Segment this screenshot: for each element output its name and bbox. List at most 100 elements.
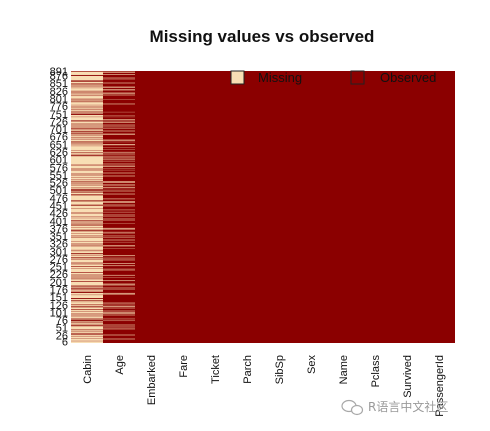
legend: Missing Observed	[230, 70, 436, 85]
missing-cell-run-age	[103, 121, 135, 123]
legend-label-missing: Missing	[258, 70, 302, 85]
y-tick-label: 851	[50, 78, 68, 90]
y-tick-label: 576	[50, 162, 68, 174]
missing-cell-run-cabin	[71, 243, 103, 245]
missing-cell-run-age	[103, 92, 135, 94]
missing-cell-run-age	[103, 228, 135, 230]
missing-cell-run-age	[103, 292, 135, 294]
missing-cell-run-cabin	[71, 114, 103, 117]
y-tick-label: 401	[50, 216, 68, 228]
missing-cell-run-cabin	[71, 111, 103, 112]
missing-cell-run-cabin	[71, 181, 103, 183]
missing-cell-run-cabin	[71, 306, 103, 308]
missing-cell-run-cabin	[71, 144, 103, 146]
y-tick-label: 101	[50, 307, 68, 319]
missing-cell-run-cabin	[71, 128, 103, 130]
missing-cell-run-age	[103, 134, 135, 135]
y-tick-label: 276	[50, 254, 68, 266]
missing-cell-run-cabin	[71, 106, 103, 108]
missing-cell-run-age	[103, 202, 135, 203]
missing-cell-run-age	[103, 312, 135, 313]
missing-cell-run-cabin	[71, 176, 103, 178]
missing-cell-run-cabin	[71, 185, 103, 188]
missing-cell-run-cabin	[71, 179, 103, 181]
missing-cell-run-cabin	[71, 274, 103, 276]
missing-cell-run-age	[103, 313, 135, 314]
missing-cell-run-cabin	[71, 338, 103, 341]
missing-cell-run-cabin	[71, 165, 103, 169]
y-tick-label: 676	[50, 132, 68, 144]
missing-cell-run-cabin	[71, 307, 103, 310]
y-tick-label: 751	[50, 109, 68, 121]
missing-cell-run-cabin	[71, 71, 103, 75]
watermark-text: R语言中文社区	[368, 399, 448, 414]
missing-cell-run-cabin	[71, 321, 103, 322]
missing-cell-run-cabin	[71, 110, 103, 111]
missing-cell-run-cabin	[71, 117, 103, 121]
y-tick-label: 701	[50, 124, 68, 136]
missing-cell-run-cabin	[71, 212, 103, 214]
missing-cell-run-cabin	[71, 272, 103, 275]
missing-cell-run-cabin	[71, 266, 103, 269]
missing-cell-run-cabin	[71, 84, 103, 86]
missing-cell-run-cabin	[71, 96, 103, 99]
missing-cell-run-cabin	[71, 213, 103, 217]
y-tick-label: 451	[50, 200, 68, 212]
y-tick-label: 801	[50, 94, 68, 106]
missing-cell-run-cabin	[71, 192, 103, 195]
missing-cell-run-cabin	[71, 153, 103, 155]
missing-cell-run-cabin	[71, 290, 103, 292]
missing-cell-run-cabin	[71, 177, 103, 180]
missing-cell-run-cabin	[71, 246, 103, 250]
x-tick-label-survived: Survived	[402, 355, 414, 398]
missing-cell-run-age	[103, 166, 135, 167]
missing-cell-run-cabin	[71, 100, 103, 102]
missing-cell-run-cabin	[71, 205, 103, 209]
missing-cell-run-cabin	[71, 184, 103, 186]
x-tick-label-sibsp: SibSp	[274, 355, 286, 384]
missing-cell-run-cabin	[71, 85, 103, 87]
missing-cell-run-cabin	[71, 237, 103, 242]
missing-cell-run-cabin	[71, 278, 103, 279]
missing-cell-run-cabin	[71, 291, 103, 293]
x-tick-label-passengerid: PassengerId	[434, 355, 446, 417]
missing-cell-run-cabin	[71, 245, 103, 246]
x-tick-label-parch: Parch	[242, 355, 254, 384]
missing-cell-run-cabin	[71, 126, 103, 128]
missing-cell-run-cabin	[71, 326, 103, 330]
missing-cell-run-cabin	[71, 102, 103, 105]
missing-cell-run-cabin	[71, 323, 103, 325]
missing-cell-run-cabin	[71, 225, 103, 228]
missing-cell-run-age	[103, 263, 135, 264]
missing-cell-run-cabin	[71, 259, 103, 260]
missing-cell-run-cabin	[71, 134, 103, 136]
missing-cell-run-cabin	[71, 311, 103, 314]
missing-cell-run-age	[103, 306, 135, 308]
missing-cell-run-cabin	[71, 81, 103, 84]
missing-cell-run-cabin	[71, 75, 103, 81]
missing-cell-run-cabin	[71, 182, 103, 184]
missing-cell-run-cabin	[71, 255, 103, 258]
missing-cell-run-cabin	[71, 86, 103, 88]
y-tick-label: 626	[50, 147, 68, 159]
missing-cell-run-cabin	[71, 173, 103, 175]
legend-swatch-observed	[350, 70, 365, 85]
x-tick-label-age: Age	[114, 355, 126, 375]
missing-cell-run-cabin	[71, 235, 103, 237]
y-tick-label: 126	[50, 300, 68, 312]
y-tick-label: 26	[56, 330, 68, 342]
missing-cell-run-cabin	[71, 268, 103, 273]
x-tick-label-cabin: Cabin	[82, 355, 94, 384]
missing-cell-run-cabin	[71, 201, 103, 202]
y-tick-label: 351	[50, 231, 68, 243]
missing-cell-run-cabin	[71, 139, 103, 142]
missing-cell-run-cabin	[71, 135, 103, 137]
y-tick-label: 651	[50, 139, 68, 151]
missing-cell-run-cabin	[71, 127, 103, 129]
missing-cell-run-cabin	[71, 259, 103, 263]
missing-cell-run-cabin	[71, 174, 103, 176]
y-tick-label: 201	[50, 277, 68, 289]
missing-cell-run-cabin	[71, 191, 103, 192]
x-tick-label-name: Name	[338, 355, 350, 384]
y-tick-label: 501	[50, 185, 68, 197]
